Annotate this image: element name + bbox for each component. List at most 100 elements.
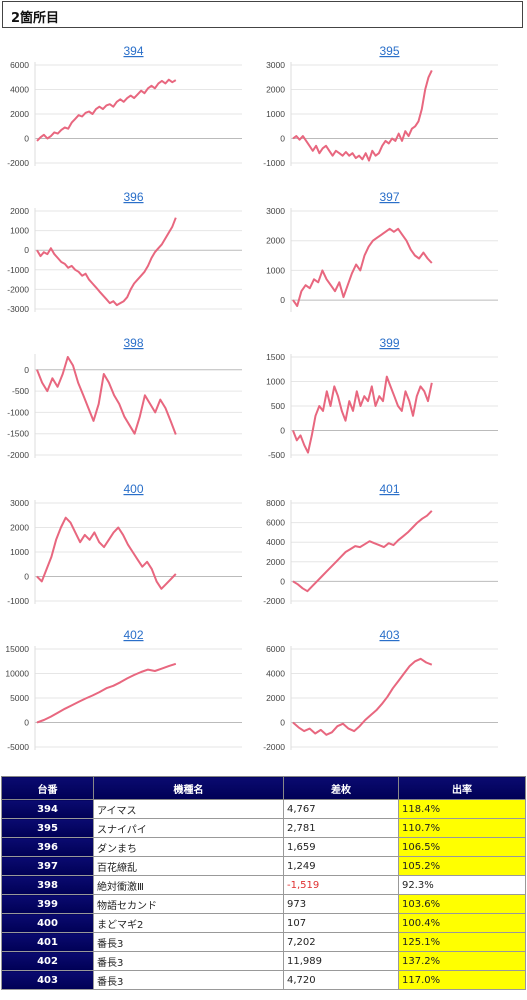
y-tick-label: -2000 xyxy=(7,284,29,294)
diff-cell: 2,781 xyxy=(283,818,399,838)
machine-number-cell: 397 xyxy=(1,856,94,876)
table-body: 394 アイマス 4,767 118.4% 395 スナイパイ 2,781 110.7% 396… xyxy=(1,799,526,990)
y-tick-label: 4000 xyxy=(266,537,285,547)
rate-cell: 92.3% xyxy=(398,875,526,895)
chart-397: 397 3000 2000 1000 0 xyxy=(266,190,498,312)
machine-number-cell: 398 xyxy=(1,875,94,895)
model-name-cell: 番長3 xyxy=(93,932,284,952)
table-row: 400 まどマギ2 107 100.4% xyxy=(1,913,526,933)
diff-cell: 7,202 xyxy=(283,932,399,952)
header-rate: 出率 xyxy=(398,776,526,800)
y-tick-label: 1500 xyxy=(266,352,285,362)
chart-title[interactable]: 398 xyxy=(123,336,143,350)
header-machine-no: 台番 xyxy=(1,776,94,800)
machine-number-cell: 402 xyxy=(1,951,94,971)
series-line xyxy=(292,657,433,736)
chart-395: 395 3000 2000 1000 0 -1000 xyxy=(263,44,498,168)
y-tick-label: 2000 xyxy=(10,109,29,119)
chart-394: 394 6000 4000 2000 0 -2000 xyxy=(7,44,242,168)
chart-title[interactable]: 396 xyxy=(123,190,143,204)
y-tick-label: 0 xyxy=(280,426,285,436)
chart-398: 398 0 -500 -1000 -1500 -2000 xyxy=(7,336,242,460)
machine-number-cell: 401 xyxy=(1,932,94,952)
y-tick-label: 0 xyxy=(24,134,29,144)
diff-cell: -1,519 xyxy=(283,875,399,895)
diff-cell: 107 xyxy=(283,913,399,933)
y-tick-label: -5000 xyxy=(7,742,29,752)
rate-cell: 137.2% xyxy=(398,951,526,971)
y-tick-label: 8000 xyxy=(266,498,285,508)
chart-title[interactable]: 395 xyxy=(379,44,399,58)
y-tick-label: -2000 xyxy=(7,450,29,460)
machine-number-cell: 395 xyxy=(1,818,94,838)
model-name-cell: スナイパイ xyxy=(93,818,284,838)
model-name-cell: 番長3 xyxy=(93,970,284,990)
model-name-cell: まどマギ2 xyxy=(93,913,284,933)
y-tick-label: -3000 xyxy=(7,304,29,314)
y-tick-label: 1000 xyxy=(10,226,29,236)
y-tick-label: -1000 xyxy=(263,158,285,168)
chart-403: 403 6000 4000 2000 0 -2000 xyxy=(263,628,498,752)
chart-title[interactable]: 400 xyxy=(123,482,143,496)
diff-cell: 11,989 xyxy=(283,951,399,971)
y-tick-label: 0 xyxy=(280,718,285,728)
table-row: 396 ダンまち 1,659 106.5% xyxy=(1,837,526,857)
y-tick-label: 1000 xyxy=(10,547,29,557)
y-tick-label: 0 xyxy=(280,295,285,305)
y-tick-label: -1000 xyxy=(7,596,29,606)
rate-cell: 110.7% xyxy=(398,818,526,838)
machine-number-cell: 399 xyxy=(1,894,94,914)
y-tick-label: 10000 xyxy=(5,669,29,679)
rate-cell: 100.4% xyxy=(398,913,526,933)
y-tick-label: 0 xyxy=(280,576,285,586)
y-tick-label: 5000 xyxy=(10,693,29,703)
chart-title[interactable]: 394 xyxy=(123,44,143,58)
y-tick-label: 1000 xyxy=(266,377,285,387)
y-tick-label: 3000 xyxy=(266,206,285,216)
y-tick-label: 0 xyxy=(24,718,29,728)
y-tick-label: -2000 xyxy=(263,596,285,606)
charts-grid: 3946000400020000-20003953000200010000-10… xyxy=(5,44,498,752)
model-name-cell: 百花繚乱 xyxy=(93,856,284,876)
rate-cell: 125.1% xyxy=(398,932,526,952)
model-name-cell: 番長3 xyxy=(93,951,284,971)
series-line xyxy=(36,356,177,435)
series-line xyxy=(36,662,177,724)
y-tick-label: 2000 xyxy=(10,206,29,216)
table-header-row: 台番 機種名 差枚 出率 xyxy=(1,776,526,800)
y-tick-label: 2000 xyxy=(266,557,285,567)
chart-400: 400 3000 2000 1000 0 -1000 xyxy=(7,482,242,606)
y-tick-label: 0 xyxy=(24,572,29,582)
y-tick-label: 0 xyxy=(24,365,29,375)
table-row: 395 スナイパイ 2,781 110.7% xyxy=(1,818,526,838)
model-name-cell: 絶対衝激Ⅲ xyxy=(93,875,284,895)
chart-title[interactable]: 403 xyxy=(379,628,399,642)
rate-cell: 103.6% xyxy=(398,894,526,914)
table-row: 397 百花繚乱 1,249 105.2% xyxy=(1,856,526,876)
y-tick-label: -1000 xyxy=(7,265,29,275)
y-tick-label: 500 xyxy=(271,401,285,411)
chart-title[interactable]: 399 xyxy=(379,336,399,350)
diff-cell: 1,659 xyxy=(283,837,399,857)
y-tick-label: -1000 xyxy=(7,407,29,417)
machine-number-cell: 396 xyxy=(1,837,94,857)
chart-title[interactable]: 397 xyxy=(379,190,399,204)
machine-number-cell: 403 xyxy=(1,970,94,990)
rate-cell: 106.5% xyxy=(398,837,526,857)
chart-396: 396 2000 1000 0 -1000 -2000 -3000 xyxy=(7,190,242,314)
chart-title[interactable]: 402 xyxy=(123,628,143,642)
y-tick-label: 15000 xyxy=(5,644,29,654)
y-tick-label: -500 xyxy=(12,386,29,396)
table-row: 403 番長3 4,720 117.0% xyxy=(1,970,526,990)
chart-title[interactable]: 401 xyxy=(379,482,399,496)
y-tick-label: 3000 xyxy=(10,498,29,508)
header-model: 機種名 xyxy=(93,776,284,800)
table-row: 398 絶対衝激Ⅲ -1,519 92.3% xyxy=(1,875,526,895)
machine-number-cell: 400 xyxy=(1,913,94,933)
diff-cell: 1,249 xyxy=(283,856,399,876)
table-row: 394 アイマス 4,767 118.4% xyxy=(1,799,526,819)
y-tick-label: 0 xyxy=(24,245,29,255)
diff-cell: 973 xyxy=(283,894,399,914)
table-row: 399 物語セカンド 973 103.6% xyxy=(1,894,526,914)
section-title: 2箇所目 xyxy=(11,11,60,26)
